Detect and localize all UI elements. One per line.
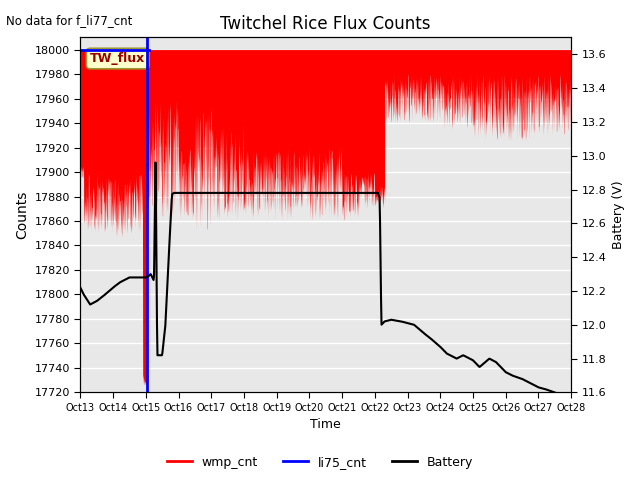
Y-axis label: Battery (V): Battery (V) (612, 180, 625, 249)
Title: Twitchel Rice Flux Counts: Twitchel Rice Flux Counts (221, 15, 431, 33)
Text: TW_flux: TW_flux (90, 52, 145, 65)
Text: No data for f_li77_cnt: No data for f_li77_cnt (6, 14, 132, 27)
Legend: wmp_cnt, li75_cnt, Battery: wmp_cnt, li75_cnt, Battery (162, 451, 478, 474)
Y-axis label: Counts: Counts (15, 191, 29, 239)
X-axis label: Time: Time (310, 419, 341, 432)
